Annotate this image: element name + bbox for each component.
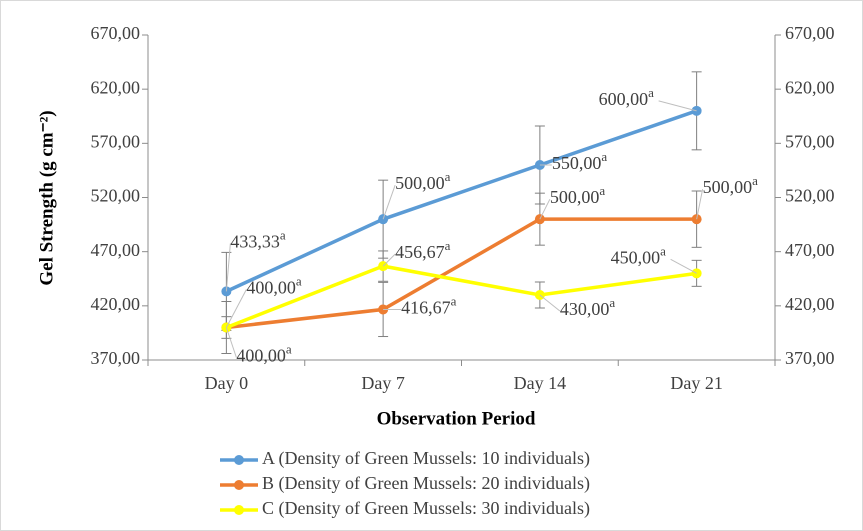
y-tick-label: 370,00 [91, 348, 141, 368]
legend-swatch-marker [234, 505, 244, 515]
series-line [225, 109, 698, 293]
data-label: 400,00a [246, 273, 302, 297]
leader-line [382, 185, 396, 220]
data-label-superscript: a [599, 183, 605, 198]
leader-line [539, 198, 551, 220]
y-tick-label: 470,00 [91, 240, 141, 260]
y2-tick-label: 570,00 [785, 131, 835, 151]
x-tick-label: Day 7 [361, 373, 405, 393]
data-label-value: 400,00 [236, 346, 286, 366]
y-tick-label: 670,00 [91, 23, 141, 43]
leader-line [225, 289, 247, 328]
leader-line [225, 327, 237, 358]
legend-label: C (Density of Green Mussels: 30 individu… [262, 498, 590, 519]
data-label-value: 430,00 [560, 299, 610, 319]
leader-line [658, 100, 697, 112]
legend-swatch-marker [234, 480, 244, 490]
data-label-superscript: a [609, 295, 615, 310]
data-label-superscript: a [280, 227, 286, 242]
legend-swatch-marker [234, 455, 244, 465]
data-label-superscript: a [660, 243, 666, 258]
y2-tick-label: 620,00 [785, 77, 835, 97]
leader-line [696, 189, 704, 220]
data-label: 450,00a [611, 243, 667, 267]
data-label-value: 500,00 [395, 173, 445, 193]
data-label: 500,00a [703, 173, 759, 197]
y2-tick-label: 420,00 [785, 294, 835, 314]
leader-line [382, 253, 396, 267]
y-tick-label: 570,00 [91, 131, 141, 151]
y-axis-title: Gel Strength (g cm⁻²) [36, 110, 57, 285]
leader-line [539, 294, 561, 312]
data-label-superscript: a [752, 173, 758, 188]
x-tick-label: Day 21 [670, 373, 723, 393]
data-label: 456,67a [395, 238, 451, 262]
series-line [225, 264, 697, 330]
y2-tick-label: 520,00 [785, 186, 835, 206]
x-tick-label: Day 0 [205, 373, 249, 393]
data-label-superscript: a [601, 149, 607, 164]
data-label-superscript: a [451, 293, 457, 308]
legend-label: B (Density of Green Mussels: 20 individu… [262, 473, 590, 494]
data-label-value: 550,00 [552, 153, 602, 173]
data-label: 550,00a [552, 149, 608, 173]
data-label: 400,00a [236, 341, 292, 365]
data-label: 500,00a [395, 169, 451, 193]
y2-tick-label: 470,00 [785, 240, 835, 260]
data-label-superscript: a [648, 85, 654, 100]
data-label-superscript: a [286, 341, 292, 356]
y2-tick-label: 370,00 [785, 348, 835, 368]
data-label-value: 600,00 [599, 89, 649, 109]
data-label-superscript: a [445, 169, 451, 184]
data-label-superscript: a [445, 238, 451, 253]
data-label-value: 433,33 [230, 232, 280, 252]
leader-line [670, 258, 697, 274]
data-label-value: 450,00 [611, 247, 661, 267]
legend-label: A (Density of Green Mussels: 10 individu… [262, 448, 590, 469]
x-axis-title: Observation Period [377, 408, 536, 429]
data-label-superscript: a [296, 273, 302, 288]
data-label: 416,67a [401, 293, 457, 317]
data-label: 433,33a [230, 227, 286, 251]
data-label-value: 416,67 [401, 298, 451, 318]
data-label-value: 456,67 [395, 242, 445, 262]
data-label-value: 500,00 [550, 187, 600, 207]
data-label: 600,00a [599, 85, 655, 109]
data-label-value: 400,00 [246, 278, 296, 298]
leader-line [225, 243, 231, 292]
series-line [226, 217, 697, 330]
data-label-value: 500,00 [703, 177, 753, 197]
data-label: 500,00a [550, 183, 606, 207]
y-tick-label: 620,00 [91, 77, 141, 97]
data-label: 430,00a [560, 295, 616, 319]
x-tick-label: Day 14 [514, 373, 567, 393]
y2-tick-label: 670,00 [785, 23, 835, 43]
y-tick-label: 520,00 [91, 186, 141, 206]
y-tick-label: 420,00 [91, 294, 141, 314]
